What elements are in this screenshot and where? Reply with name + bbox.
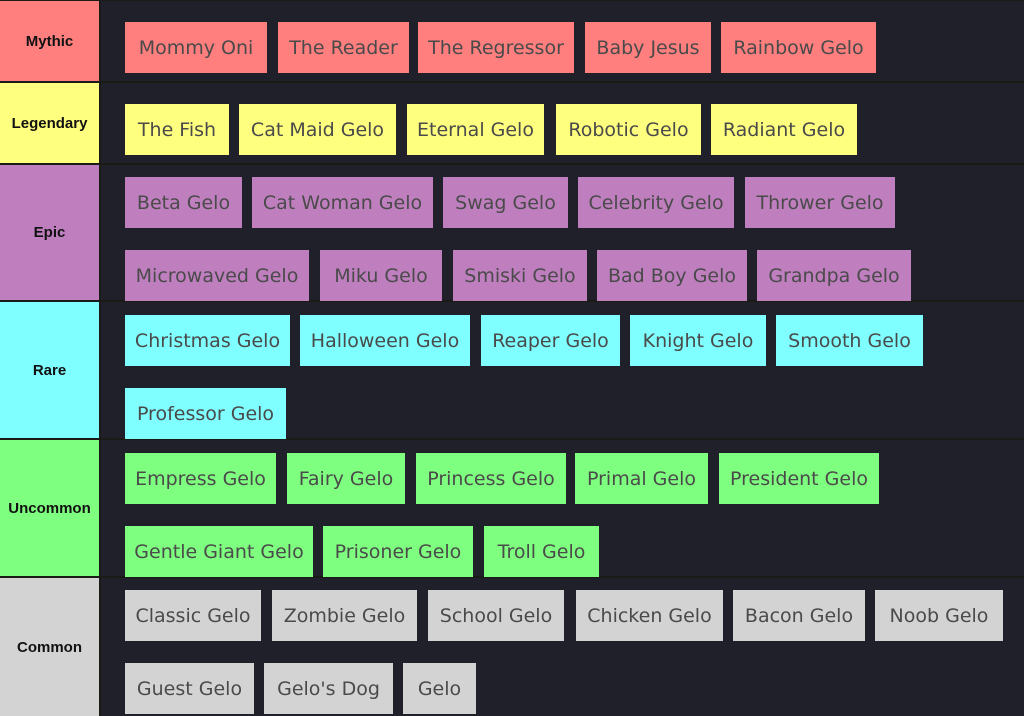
tier-item-prisoner-gelo[interactable]: Prisoner Gelo	[323, 526, 473, 577]
tier-row-epic: Epic Beta Gelo Cat Woman Gelo Swag Gelo Cele…	[0, 165, 1024, 301]
tier-label-legendary[interactable]: Legendary	[0, 83, 99, 163]
tier-item-celebrity-gelo[interactable]: Celebrity Gelo	[578, 177, 734, 228]
tier-row-rare: Rare Christmas Gelo Halloween Gelo Reaper G…	[0, 302, 1024, 439]
tier-item-professor-gelo[interactable]: Professor Gelo	[125, 388, 286, 439]
tier-row-uncommon: Uncommon Empress Gelo Fairy Gelo Princess G…	[0, 440, 1024, 577]
tier-item-princess-gelo[interactable]: Princess Gelo	[416, 453, 566, 504]
tier-item-miku-gelo[interactable]: Miku Gelo	[320, 250, 442, 301]
tier-item-christmas-gelo[interactable]: Christmas Gelo	[125, 315, 290, 366]
tier-label-epic[interactable]: Epic	[0, 165, 99, 300]
tier-label-mythic[interactable]: Mythic	[0, 1, 99, 81]
tier-item-smooth-gelo[interactable]: Smooth Gelo	[776, 315, 923, 366]
tier-item-robotic-gelo[interactable]: Robotic Gelo	[556, 104, 701, 155]
tier-items-mythic[interactable]: Mommy Oni The Reader The Regressor Baby Jes…	[101, 1, 1024, 81]
tier-item-school-gelo[interactable]: School Gelo	[428, 590, 564, 641]
tier-item-fairy-gelo[interactable]: Fairy Gelo	[287, 453, 405, 504]
tier-item-chicken-gelo[interactable]: Chicken Gelo	[576, 590, 723, 641]
tier-item-smiski-gelo[interactable]: Smiski Gelo	[453, 250, 587, 301]
tier-item-troll-gelo[interactable]: Troll Gelo	[484, 526, 599, 577]
tier-item-swag-gelo[interactable]: Swag Gelo	[443, 177, 568, 228]
tier-item-grandpa-gelo[interactable]: Grandpa Gelo	[757, 250, 911, 301]
tier-items-uncommon[interactable]: Empress Gelo Fairy Gelo Princess Gelo Prima…	[101, 440, 1024, 577]
tier-items-legendary[interactable]: The Fish Cat Maid Gelo Eternal Gelo Robotic…	[101, 83, 1024, 163]
tier-item-empress-gelo[interactable]: Empress Gelo	[125, 453, 276, 504]
tier-row-common: Common Classic Gelo Zombie Gelo School Gelo…	[0, 578, 1024, 716]
tier-item-radiant-gelo[interactable]: Radiant Gelo	[711, 104, 857, 155]
tier-item-eternal-gelo[interactable]: Eternal Gelo	[407, 104, 544, 155]
tier-item-president-gelo[interactable]: President Gelo	[719, 453, 879, 504]
tier-item-noob-gelo[interactable]: Noob Gelo	[875, 590, 1003, 641]
tier-item-zombie-gelo[interactable]: Zombie Gelo	[272, 590, 417, 641]
tier-item-gentle-giant-gelo[interactable]: Gentle Giant Gelo	[125, 526, 313, 577]
tier-items-epic[interactable]: Beta Gelo Cat Woman Gelo Swag Gelo Celebrit…	[101, 165, 1024, 301]
tier-item-the-fish[interactable]: The Fish	[125, 104, 229, 155]
tier-item-the-reader[interactable]: The Reader	[278, 22, 409, 73]
tier-item-cat-maid-gelo[interactable]: Cat Maid Gelo	[239, 104, 396, 155]
tier-item-mommy-oni[interactable]: Mommy Oni	[125, 22, 267, 73]
tier-item-reaper-gelo[interactable]: Reaper Gelo	[481, 315, 620, 366]
tier-row-mythic: Mythic Mommy Oni The Reader The Regressor Ba…	[0, 1, 1024, 81]
tier-item-gelo[interactable]: Gelo	[403, 663, 476, 714]
tier-item-knight-gelo[interactable]: Knight Gelo	[630, 315, 766, 366]
tier-item-beta-gelo[interactable]: Beta Gelo	[125, 177, 242, 228]
tier-item-rainbow-gelo[interactable]: Rainbow Gelo	[721, 22, 876, 73]
tier-item-thrower-gelo[interactable]: Thrower Gelo	[745, 177, 895, 228]
tier-items-common[interactable]: Classic Gelo Zombie Gelo School Gelo Chicke…	[101, 578, 1024, 716]
tier-row-legendary: Legendary The Fish Cat Maid Gelo Eternal Ge…	[0, 83, 1024, 163]
tier-item-primal-gelo[interactable]: Primal Gelo	[575, 453, 708, 504]
tier-item-the-regressor[interactable]: The Regressor	[418, 22, 574, 73]
tier-item-baby-jesus[interactable]: Baby Jesus	[585, 22, 711, 73]
tier-item-classic-gelo[interactable]: Classic Gelo	[125, 590, 261, 641]
tier-item-cat-woman-gelo[interactable]: Cat Woman Gelo	[252, 177, 433, 228]
tier-item-bacon-gelo[interactable]: Bacon Gelo	[733, 590, 865, 641]
tier-label-uncommon[interactable]: Uncommon	[0, 440, 99, 576]
tier-item-bad-boy-gelo[interactable]: Bad Boy Gelo	[597, 250, 747, 301]
tier-item-microwaved-gelo[interactable]: Microwaved Gelo	[125, 250, 309, 301]
tier-item-halloween-gelo[interactable]: Halloween Gelo	[300, 315, 470, 366]
tier-label-rare[interactable]: Rare	[0, 302, 99, 438]
tier-items-rare[interactable]: Christmas Gelo Halloween Gelo Reaper Gelo K…	[101, 302, 1024, 439]
tier-item-guest-gelo[interactable]: Guest Gelo	[125, 663, 254, 714]
tier-item-gelo-s-dog[interactable]: Gelo's Dog	[264, 663, 393, 714]
tier-label-common[interactable]: Common	[0, 578, 99, 716]
